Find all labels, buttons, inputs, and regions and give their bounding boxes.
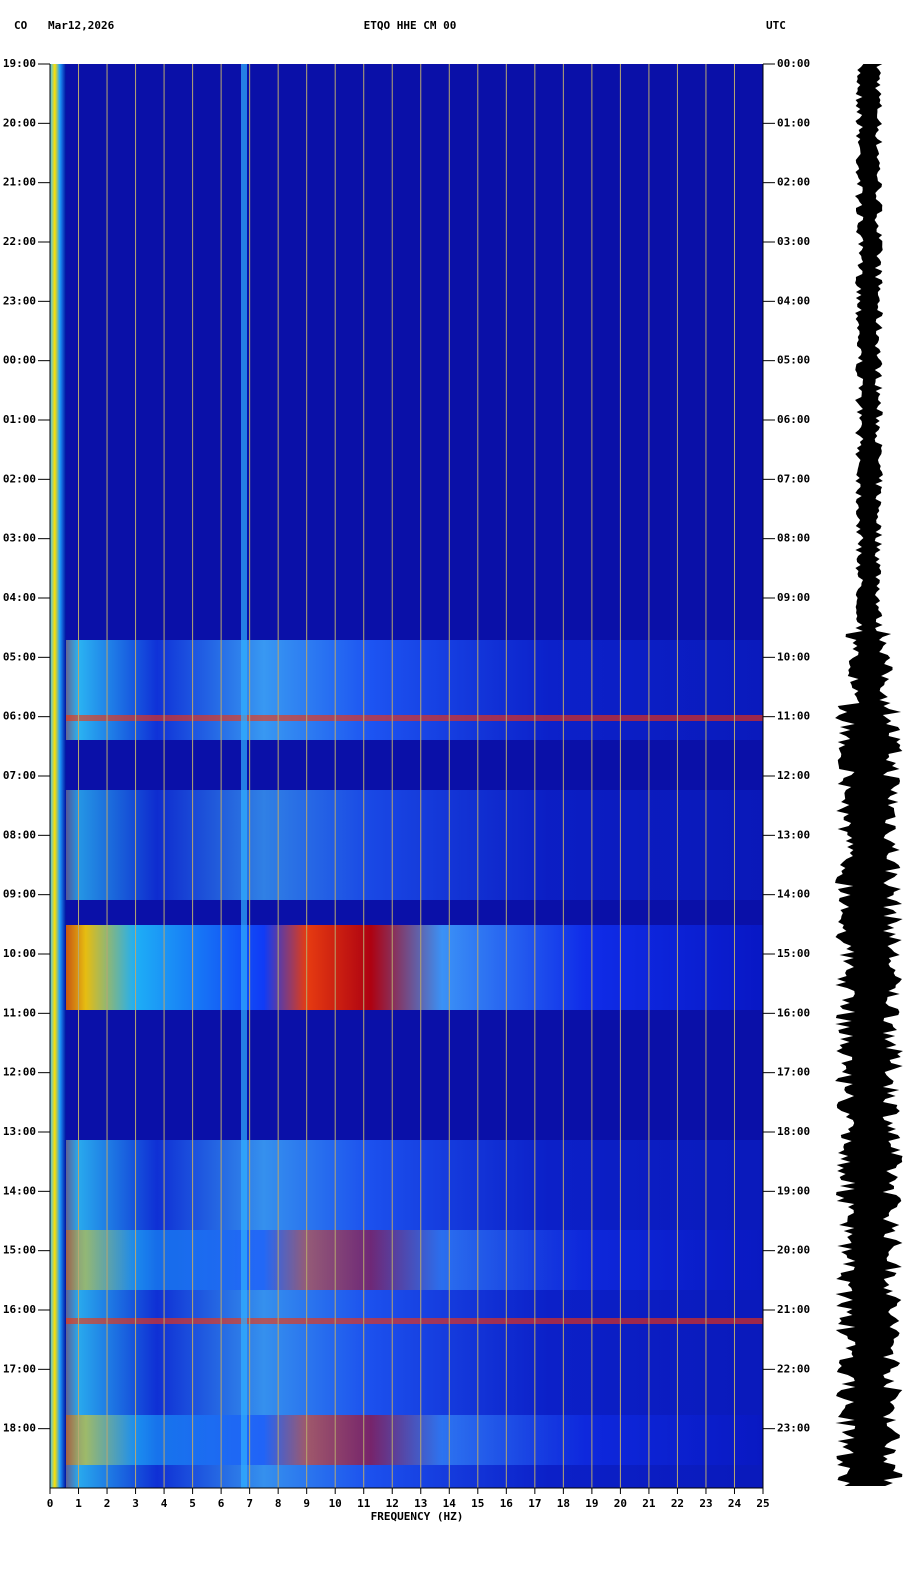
- x-tick-label: 22: [671, 1497, 684, 1510]
- x-tick-label: 15: [471, 1497, 484, 1510]
- y2-tick-label: 12:00: [777, 769, 810, 782]
- y2-tick-label: 06:00: [777, 413, 810, 426]
- timezone-label: UTC: [766, 19, 786, 32]
- y2-tick-label: 07:00: [777, 472, 810, 485]
- date-label: Mar12,2026: [48, 19, 115, 32]
- x-tick-label: 14: [443, 1497, 457, 1510]
- y-tick-label: 09:00: [3, 888, 36, 901]
- y2-tick-label: 14:00: [777, 888, 810, 901]
- y2-tick-label: 23:00: [777, 1422, 810, 1435]
- network-label: CO: [14, 19, 28, 32]
- y-tick-label: 19:00: [3, 57, 36, 70]
- y-tick-label: 18:00: [3, 1422, 36, 1435]
- y-tick-label: 15:00: [3, 1244, 36, 1257]
- y2-tick-label: 05:00: [777, 354, 810, 367]
- y-tick-label: 11:00: [3, 1006, 36, 1019]
- y2-tick-label: 11:00: [777, 710, 810, 723]
- x-tick-label: 23: [699, 1497, 712, 1510]
- y2-tick-label: 20:00: [777, 1244, 810, 1257]
- x-tick-label: 9: [303, 1497, 310, 1510]
- x-tick-label: 18: [557, 1497, 570, 1510]
- y-tick-label: 06:00: [3, 710, 36, 723]
- y-tick-label: 00:00: [3, 354, 36, 367]
- y-tick-label: 21:00: [3, 176, 36, 189]
- y2-tick-label: 03:00: [777, 235, 810, 248]
- x-tick-label: 5: [189, 1497, 196, 1510]
- y2-tick-label: 18:00: [777, 1125, 810, 1138]
- y2-tick-label: 00:00: [777, 57, 810, 70]
- chart-title: ETQO HHE CM 00: [364, 19, 457, 32]
- seismogram-trace: [835, 64, 903, 1486]
- y-tick-label: 02:00: [3, 472, 36, 485]
- y2-tick-label: 13:00: [777, 828, 810, 841]
- y2-tick-label: 10:00: [777, 650, 810, 663]
- y2-tick-label: 08:00: [777, 532, 810, 545]
- y-tick-label: 14:00: [3, 1184, 36, 1197]
- x-tick-label: 7: [246, 1497, 253, 1510]
- y2-tick-label: 15:00: [777, 947, 810, 960]
- x-tick-label: 13: [414, 1497, 427, 1510]
- y2-tick-label: 09:00: [777, 591, 810, 604]
- y-tick-label: 07:00: [3, 769, 36, 782]
- y2-tick-label: 21:00: [777, 1303, 810, 1316]
- x-tick-label: 4: [161, 1497, 168, 1510]
- x-tick-label: 11: [357, 1497, 371, 1510]
- spectrogram-image: [50, 64, 763, 1488]
- x-tick-label: 17: [528, 1497, 541, 1510]
- y-tick-label: 01:00: [3, 413, 36, 426]
- y-tick-label: 08:00: [3, 828, 36, 841]
- x-tick-label: 25: [756, 1497, 769, 1510]
- y-tick-label: 16:00: [3, 1303, 36, 1316]
- y2-tick-label: 16:00: [777, 1006, 810, 1019]
- x-tick-label: 24: [728, 1497, 742, 1510]
- y-tick-label: 23:00: [3, 294, 36, 307]
- x-tick-label: 1: [75, 1497, 82, 1510]
- y2-tick-label: 19:00: [777, 1184, 810, 1197]
- x-tick-label: 2: [104, 1497, 111, 1510]
- x-tick-label: 19: [585, 1497, 598, 1510]
- x-tick-label: 8: [275, 1497, 282, 1510]
- y-tick-label: 05:00: [3, 650, 36, 663]
- y-tick-label: 03:00: [3, 532, 36, 545]
- y2-tick-label: 04:00: [777, 294, 810, 307]
- x-tick-label: 12: [386, 1497, 399, 1510]
- x-tick-label: 21: [642, 1497, 656, 1510]
- y-tick-label: 20:00: [3, 116, 36, 129]
- y-tick-label: 12:00: [3, 1066, 36, 1079]
- y2-tick-label: 22:00: [777, 1362, 810, 1375]
- y2-tick-label: 17:00: [777, 1066, 810, 1079]
- y-tick-label: 04:00: [3, 591, 36, 604]
- y2-tick-label: 01:00: [777, 116, 810, 129]
- x-tick-label: 3: [132, 1497, 139, 1510]
- x-tick-label: 16: [500, 1497, 514, 1510]
- y-tick-label: 22:00: [3, 235, 36, 248]
- x-tick-label: 10: [329, 1497, 342, 1510]
- y-tick-label: 13:00: [3, 1125, 36, 1138]
- x-tick-label: 0: [47, 1497, 54, 1510]
- x-axis-label: FREQUENCY (HZ): [371, 1510, 464, 1523]
- x-tick-label: 6: [218, 1497, 225, 1510]
- x-tick-label: 20: [614, 1497, 627, 1510]
- y-tick-label: 17:00: [3, 1362, 36, 1375]
- y2-tick-label: 02:00: [777, 176, 810, 189]
- y-tick-label: 10:00: [3, 947, 36, 960]
